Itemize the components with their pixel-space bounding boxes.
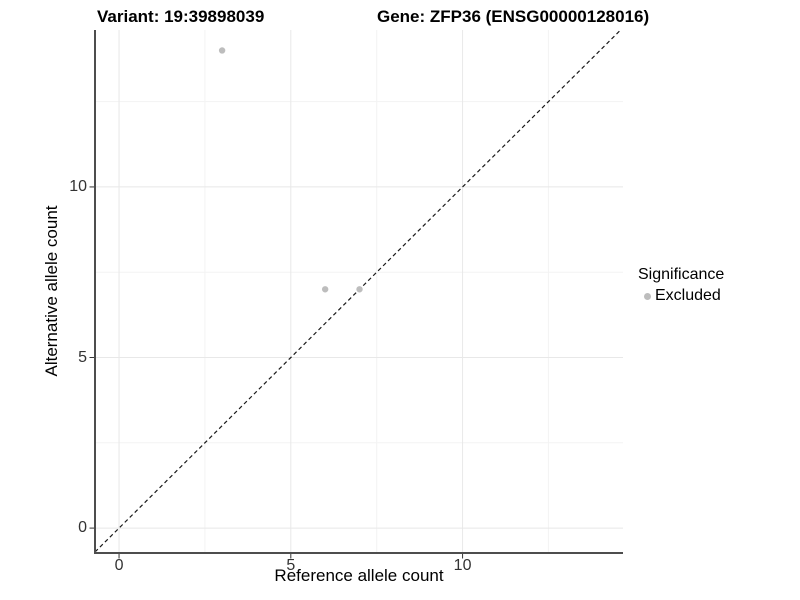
legend-item-label: Excluded <box>655 287 721 304</box>
y-tick-label: 10 <box>69 177 87 195</box>
legend-title: Significance <box>638 266 725 283</box>
x-tick-label: 5 <box>286 557 296 574</box>
y-axis-title: Alternative allele count <box>42 205 61 377</box>
plot-title-gene: Gene: ZFP36 (ENSG00000128016) <box>377 7 650 26</box>
legend-item-excluded: Excluded <box>644 287 724 305</box>
x-tick-label: 10 <box>453 557 472 574</box>
y-tick-label: 0 <box>78 519 87 537</box>
x-axis-title: Reference allele count <box>274 566 444 585</box>
identity-dashed-line <box>94 29 622 553</box>
data-point <box>218 47 226 54</box>
legend: Significance Excluded <box>638 266 724 305</box>
legend-point-icon <box>644 292 651 300</box>
x-tick-label: 0 <box>114 557 124 574</box>
plot-title-variant: Variant: 19:39898039 <box>97 7 265 26</box>
y-tick-label: 5 <box>78 348 87 366</box>
data-point <box>321 286 329 293</box>
data-point <box>356 286 363 293</box>
